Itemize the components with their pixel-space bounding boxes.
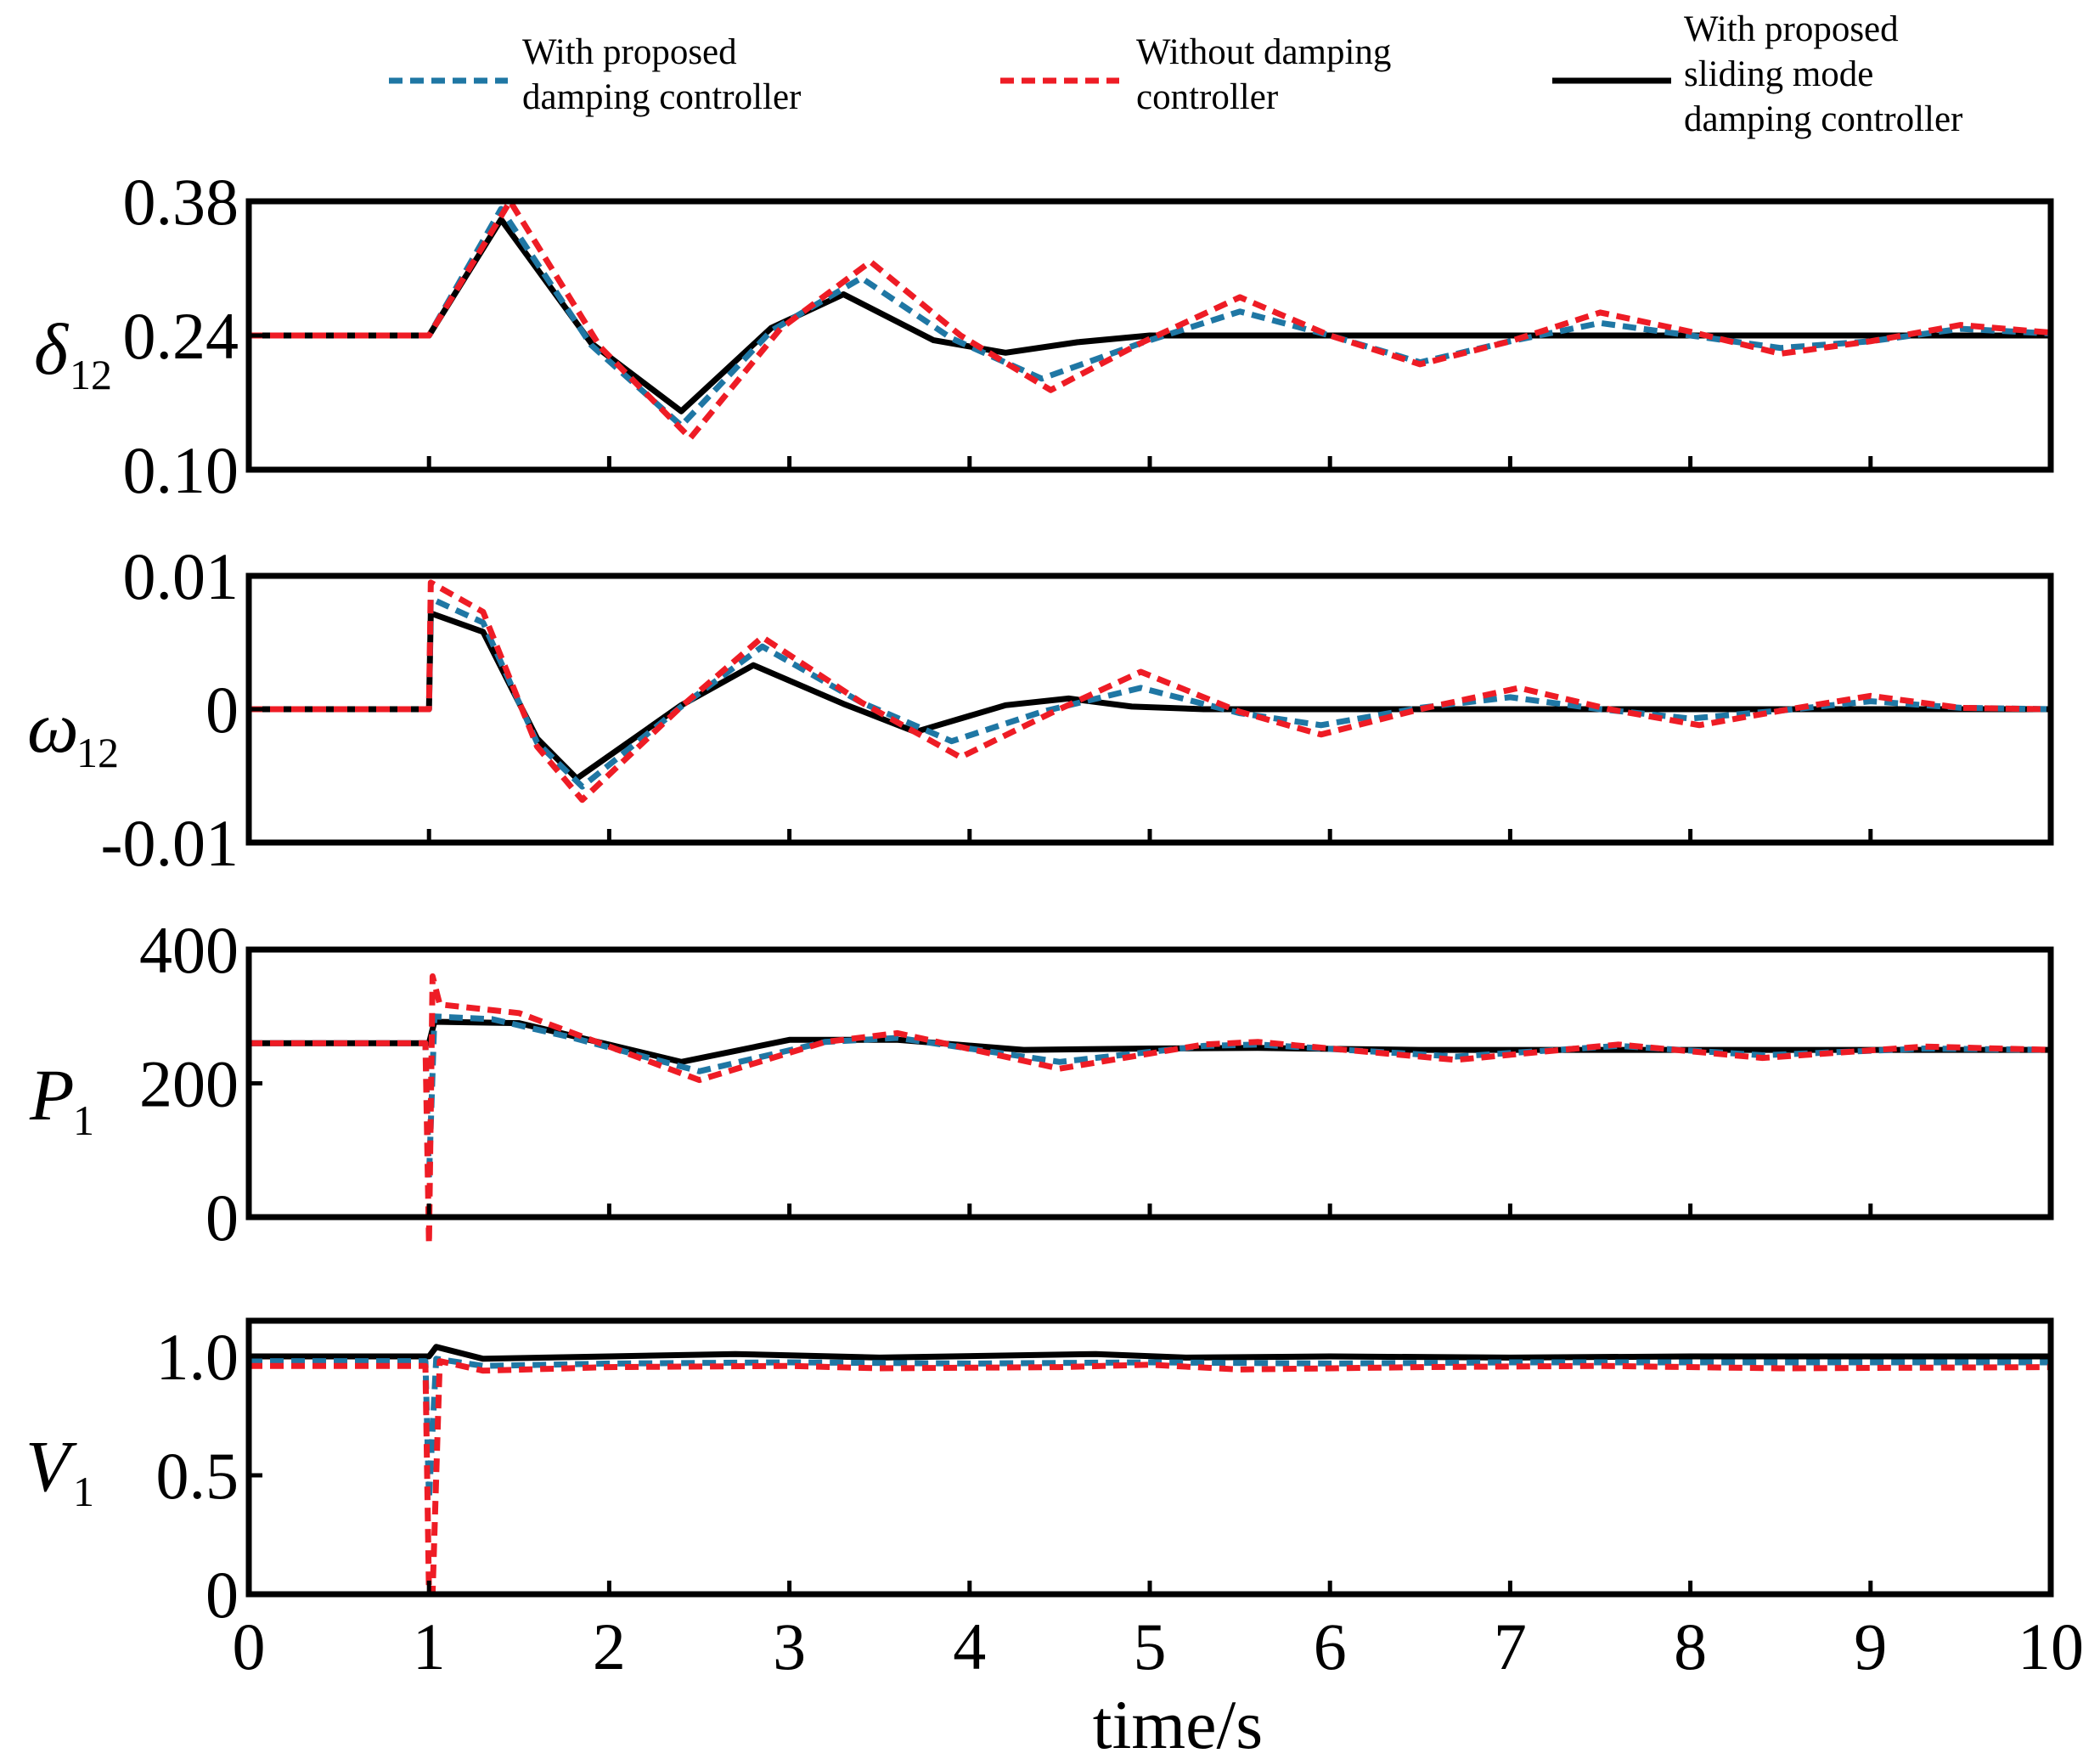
xtick-label: 7 [1494,1610,1527,1683]
legend-label-proposed-line2: damping controller [522,77,801,117]
panel-voltage: 0 0.5 1.0 0 1 2 3 4 5 6 7 8 9 10 [156,1317,2084,1683]
power-ytick-label: 400 [139,913,239,987]
legend-label-sliding-line1: With proposed [1684,9,1899,49]
legend-entry-sliding: With proposed sliding mode damping contr… [1552,9,1962,139]
panel-power: 0 200 400 [139,913,2054,1254]
xtick-label: 3 [773,1610,806,1683]
voltage-ytick-label: 0.5 [156,1439,239,1513]
legend-entry-proposed: With proposed damping controller [389,32,801,117]
x-axis-label: time/s [1093,1686,1263,1759]
xtick-label: 5 [1134,1610,1167,1683]
voltage-series-proposed [249,1356,2051,1502]
panel-omega: -0.01 0 0.01 [101,539,2054,880]
xtick-label: 0 [233,1610,266,1683]
xtick-label: 4 [953,1610,986,1683]
xtick-label: 2 [593,1610,626,1683]
xtick-label: 8 [1674,1610,1707,1683]
legend-label-sliding-line2: sliding mode [1684,54,1873,94]
legend-label-without-line1: Without damping [1136,32,1391,72]
xtick-label: 10 [2018,1610,2084,1683]
xtick-label: 6 [1314,1610,1347,1683]
delta-ytick-label: 0.38 [123,165,239,239]
voltage-series-sliding [249,1344,2051,1362]
voltage-ytick-label: 0 [205,1558,239,1632]
ylabel-voltage-subscript: 1 [73,1468,94,1515]
omega-series-sliding [249,610,2051,782]
ylabel-voltage: V 1 [25,1425,94,1515]
power-series-proposed [249,1013,2052,1181]
delta-series-without [249,198,2052,442]
legend-entry-without: Without damping controller [1000,32,1391,117]
xtick-label: 9 [1854,1610,1887,1683]
delta-ytick-label: 0.10 [123,433,239,507]
panel-delta: 0.10 0.24 0.38 [123,165,2054,507]
legend-label-proposed-line1: With proposed [522,32,737,72]
ylabel-power-subscript: 1 [73,1097,94,1144]
omega-ytick-label: -0.01 [101,806,239,880]
voltage-ytick-label: 1.0 [156,1320,239,1394]
ylabel-delta-symbol: δ [34,308,70,390]
delta-ytick-label: 0.24 [123,299,239,373]
xtick-label: 1 [413,1610,446,1683]
power-ytick-label: 0 [205,1181,239,1254]
ylabel-voltage-symbol: V [25,1425,77,1507]
ylabel-power: P 1 [29,1054,94,1144]
ylabel-omega-symbol: ω [27,686,79,768]
omega-ytick-label: 0 [205,673,239,747]
ylabel-power-symbol: P [29,1054,75,1136]
legend-label-without-line2: controller [1136,77,1278,117]
legend-label-sliding-line3: damping controller [1684,99,1962,139]
omega-series-without [249,579,2052,803]
ylabel-delta: δ 12 [34,308,112,398]
ylabel-delta-subscript: 12 [70,351,112,398]
power-ytick-label: 200 [139,1047,239,1121]
legend: With proposed damping controller Without… [389,9,1962,139]
omega-ytick-label: 0.01 [123,539,239,613]
ylabel-omega-subscript: 12 [76,729,119,776]
omega-series-proposed [249,595,2052,790]
ylabel-omega: ω 12 [27,686,119,776]
power-series-without [249,973,2052,1247]
